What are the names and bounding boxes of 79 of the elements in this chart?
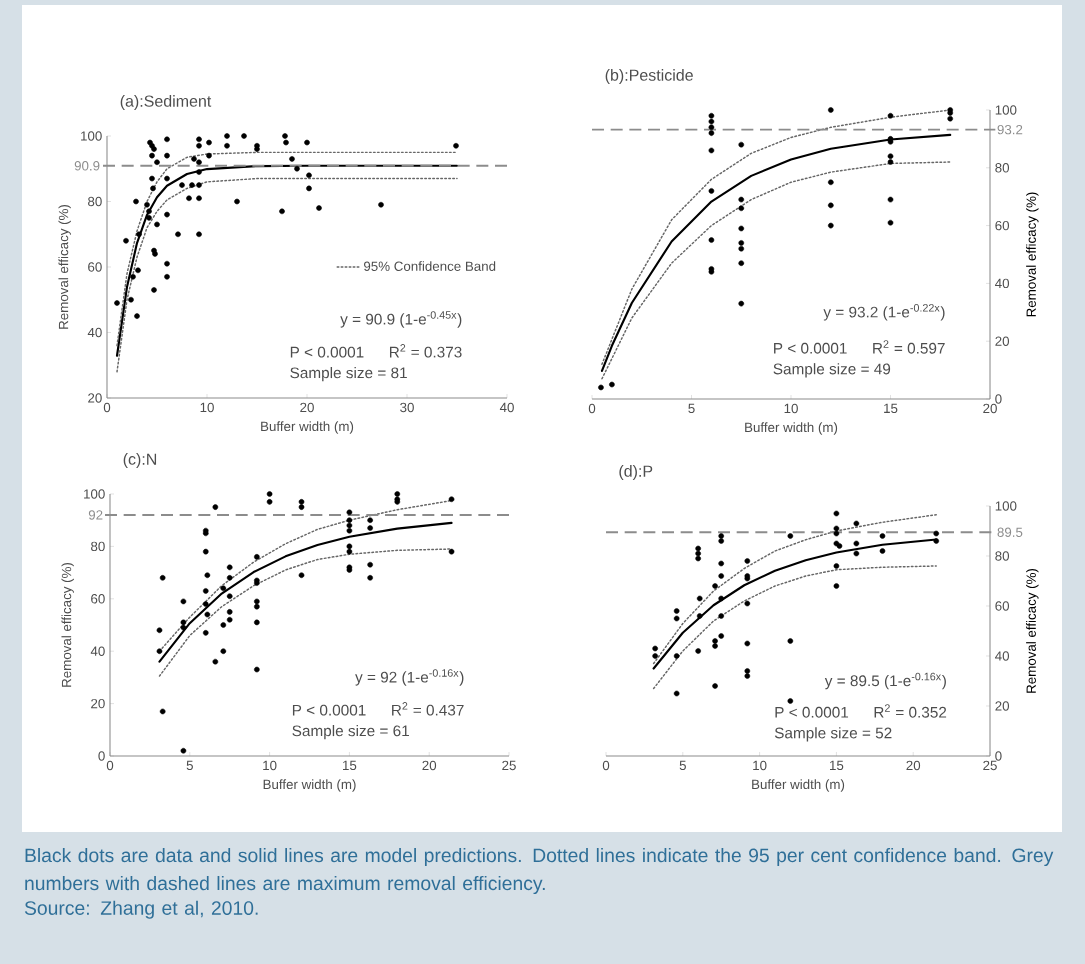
ref-line-label: 93.2 <box>997 124 1023 135</box>
y-tick-label: 100 <box>84 489 105 499</box>
annotation: R$^{2}$ = 0.437 <box>392 702 464 716</box>
y2-tick-label: 0 <box>995 751 1002 761</box>
x-tick-label: 15 <box>343 760 357 771</box>
y-tick-label: 100 <box>81 131 102 141</box>
ref-line-label: 90.9 <box>74 161 100 171</box>
annotation: y = 89.5 (1-e$^{-0.16x}$) <box>824 672 946 690</box>
ref-line-label: 92 <box>88 510 103 520</box>
annotation: R$^{2}$ = 0.597 <box>873 340 945 354</box>
chart-title: (c):N <box>123 453 157 468</box>
x-tick-label: 5 <box>688 403 695 413</box>
x-tick-label: 10 <box>753 760 767 771</box>
text: Black dots are data and solid lines are model predictions. Dotted lines indicate the 95 per cent confidence band. Grey numbers with dashed lines are maximum removal efficiency. <box>25 848 1054 895</box>
y2-tick-label: 80 <box>995 551 1010 561</box>
chart-title: (b):Pesticide <box>605 69 693 84</box>
y-axis-title: Removal efficacy (%) <box>58 204 71 329</box>
x-tick-label: 0 <box>588 403 596 414</box>
x-tick-label: 0 <box>106 760 114 771</box>
annotation: R$^{2}$ = 0.373 <box>389 344 462 358</box>
x-axis-title: Buffer width (m) <box>261 421 354 434</box>
x-tick-label: 40 <box>499 402 514 413</box>
x-tick-label: 20 <box>300 402 314 413</box>
annotation: P < 0.0001 <box>290 346 364 358</box>
annotation: Sample size = 52 <box>774 727 892 742</box>
y2-tick-label: 40 <box>995 278 1010 289</box>
y2-tick-label: 60 <box>995 601 1010 611</box>
y2-tick-label: 100 <box>995 105 1017 115</box>
y2-tick-label: 100 <box>995 501 1017 511</box>
x-axis-title: Buffer width (m) <box>745 422 838 435</box>
y2-tick-label: 20 <box>995 701 1010 711</box>
y-axis-title: Removal efficacy (%) <box>61 562 74 687</box>
legend-label: 95% Confidence Band <box>364 261 496 271</box>
annotation: y = 93.2 (1-e$^{-0.22x}$) <box>823 304 945 321</box>
annotation: y = 92 (1-e$^{-0.16x}$) <box>355 669 464 686</box>
x-tick-label: 25 <box>983 760 997 771</box>
x-tick-label: 20 <box>983 403 997 414</box>
x-axis-title: Buffer width (m) <box>752 779 845 792</box>
y-tick-label: 80 <box>91 541 105 552</box>
y2-tick-label: 0 <box>995 394 1002 404</box>
x-tick-label: 15 <box>884 403 898 413</box>
x-axis-title: Buffer width (m) <box>263 779 356 792</box>
y2-tick-label: 80 <box>995 163 1010 173</box>
chart-title: (a):Sediment <box>120 95 212 110</box>
y-tick-label: 60 <box>91 594 105 604</box>
y-tick-label: 80 <box>88 196 102 207</box>
x-tick-label: 30 <box>400 402 414 413</box>
y-tick-label: 40 <box>87 327 102 338</box>
y-tick-label: 60 <box>88 262 102 272</box>
x-tick-label: 25 <box>502 760 516 771</box>
y-tick-label: 20 <box>88 393 102 403</box>
x-tick-label: 10 <box>263 760 277 771</box>
x-tick-label: 10 <box>784 403 798 414</box>
x-tick-label: 20 <box>906 760 921 771</box>
x-tick-label: 15 <box>830 760 844 771</box>
chart-title: (d):P <box>619 465 653 480</box>
x-tick-label: 10 <box>200 402 214 413</box>
annotation: Sample size = 81 <box>290 366 407 382</box>
y-tick-label: 40 <box>90 646 105 656</box>
annotation: Sample size = 49 <box>773 363 891 378</box>
y2-tick-label: 60 <box>995 220 1010 231</box>
annotation: P < 0.0001 <box>775 706 849 718</box>
y2-tick-label: 20 <box>995 336 1010 346</box>
x-tick-label: 0 <box>602 760 610 771</box>
x-tick-label: 20 <box>422 760 437 771</box>
annotation: y = 90.9 (1-e$^{-0.45x}$) <box>340 311 462 328</box>
annotation: R$^{2}$ = 0.352 <box>874 704 947 718</box>
source-note: Source: Zhang et al, 2010. <box>24 900 258 919</box>
y2-axis-title: Removal efficacy (%) <box>1026 568 1039 693</box>
y2-axis-title: Removal efficacy (%) <box>1026 192 1039 317</box>
annotation: P < 0.0001 <box>292 704 366 716</box>
ref-line-label: 89.5 <box>997 527 1023 537</box>
y-tick-label: 20 <box>91 698 105 709</box>
y-tick-label: 0 <box>98 751 105 761</box>
y2-tick-label: 40 <box>995 651 1010 661</box>
annotation: P < 0.0001 <box>774 342 847 354</box>
annotation: Sample size = 61 <box>292 724 409 740</box>
x-tick-label: 5 <box>186 760 193 771</box>
x-tick-label: 5 <box>679 760 686 771</box>
